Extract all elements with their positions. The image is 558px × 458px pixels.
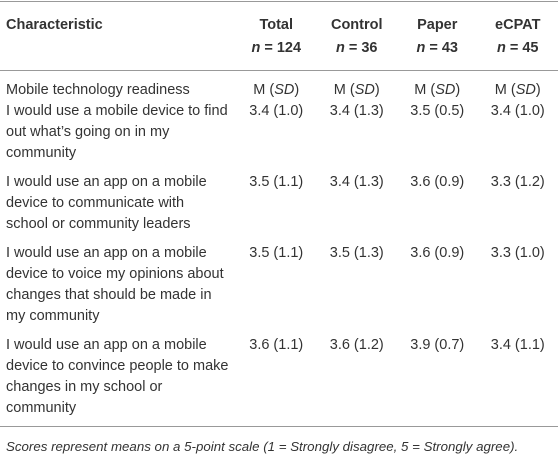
cell: 3.6 (0.9) [397,243,478,335]
column-label: Total [259,17,293,33]
data-row: I would use an app on a mobile device to… [0,243,558,335]
data-row: I would use an app on a mobile device to… [0,172,558,243]
stat-pre: M ( [495,82,516,98]
column-header: Paper n = 43 [397,2,478,71]
stat-var: SD [435,82,455,98]
stat-label: M (SD) [478,71,558,102]
data-row: I would use an app on a mobile device to… [0,335,558,427]
n-value: = 36 [349,40,378,56]
column-header: Characteristic [0,2,236,71]
row-label: I would use a mobile device to find out … [0,101,236,172]
cell: 3.6 (0.9) [397,172,478,243]
row-label: I would use an app on a mobile device to… [0,243,236,335]
column-header: Total n = 124 [236,2,317,71]
n-value: = 45 [510,40,539,56]
header-row: Characteristic Total n = 124 Control n = 36 P… [0,2,558,71]
cell: 3.4 (1.3) [317,172,398,243]
stat-pre: M ( [414,82,435,98]
row-label: I would use an app on a mobile device to… [0,172,236,243]
table-header: Characteristic Total n = 124 Control n = 36 P… [0,2,558,71]
stat-post: ) [536,82,541,98]
n-value: = 124 [264,40,301,56]
stat-pre: M ( [334,82,355,98]
cell: 3.4 (1.0) [478,101,558,172]
column-label: Paper [417,17,457,33]
stat-pre: M ( [253,82,274,98]
column-header: Control n = 36 [317,2,398,71]
n-symbol: n [251,40,260,56]
stat-post: ) [294,82,299,98]
cell: 3.9 (0.7) [397,335,478,427]
cell: 3.6 (1.2) [317,335,398,427]
cell: 3.4 (1.1) [478,335,558,427]
cell: 3.5 (0.5) [397,101,478,172]
cell: 3.4 (1.3) [317,101,398,172]
column-label: Characteristic [6,17,103,33]
stat-label: M (SD) [397,71,478,102]
n-symbol: n [497,40,506,56]
data-table: Characteristic Total n = 124 Control n = 36 P… [0,1,558,427]
row-label: I would use an app on a mobile device to… [0,335,236,427]
stat-label: M (SD) [317,71,398,102]
cell: 3.5 (1.3) [317,243,398,335]
stat-label: M (SD) [236,71,317,102]
stat-var: SD [355,82,375,98]
section-label: Mobile technology readiness [0,71,236,102]
column-label: eCPAT [495,17,540,33]
cell: 3.5 (1.1) [236,243,317,335]
cell: 3.4 (1.0) [236,101,317,172]
cell: 3.5 (1.1) [236,172,317,243]
n-value: = 43 [429,40,458,56]
stat-post: ) [455,82,460,98]
column-label: Control [331,17,383,33]
stat-var: SD [274,82,294,98]
cell: 3.3 (1.0) [478,243,558,335]
data-row: I would use a mobile device to find out … [0,101,558,172]
cell: 3.6 (1.1) [236,335,317,427]
n-symbol: n [416,40,425,56]
n-symbol: n [336,40,345,56]
stat-var: SD [516,82,536,98]
footnote: Scores represent means on a 5-point scal… [0,427,558,454]
column-header: eCPAT n = 45 [478,2,558,71]
cell: 3.3 (1.2) [478,172,558,243]
stat-post: ) [375,82,380,98]
